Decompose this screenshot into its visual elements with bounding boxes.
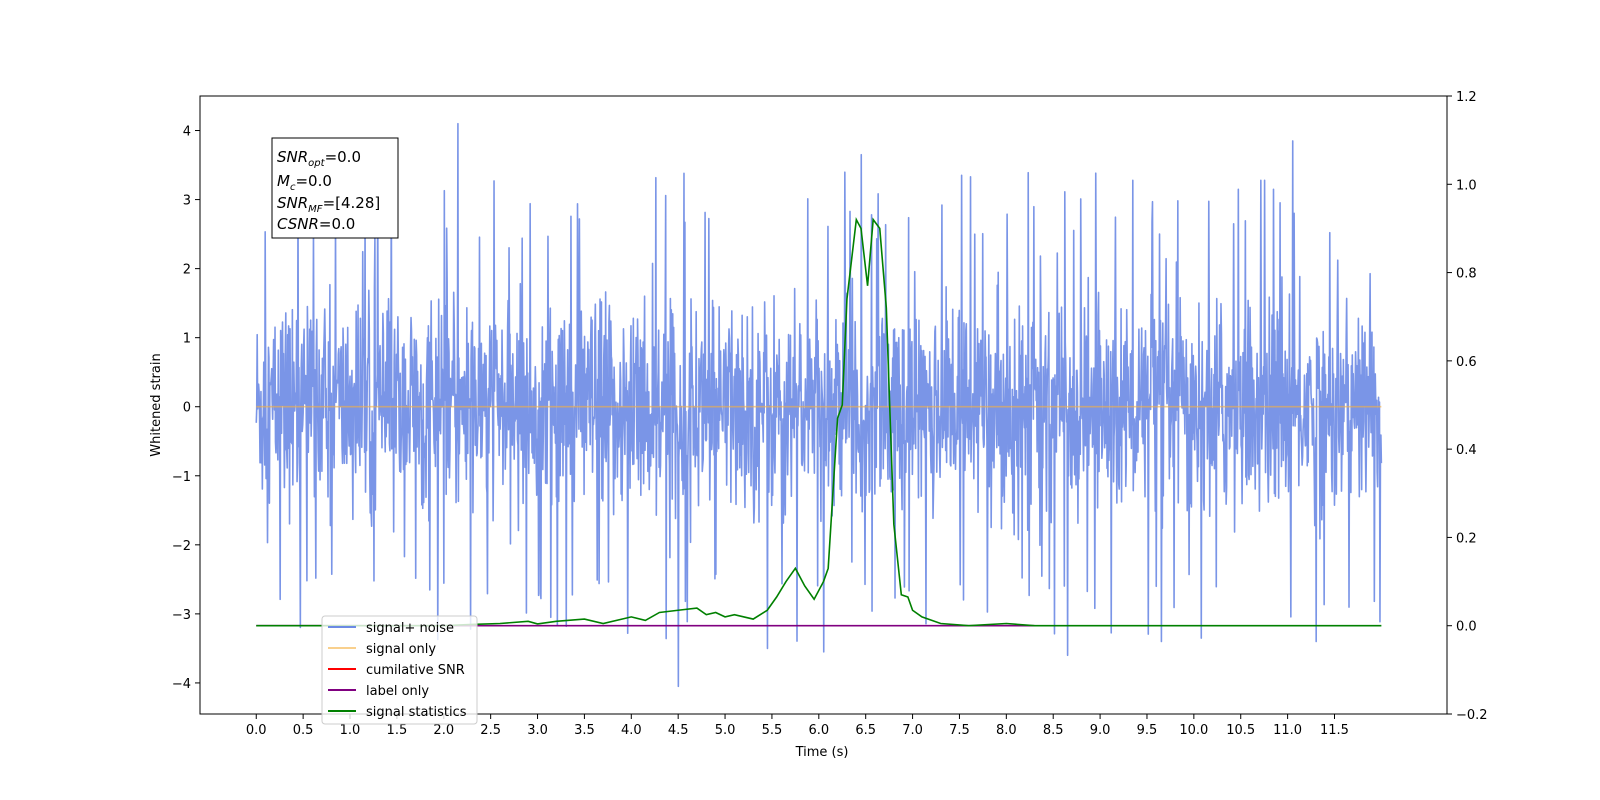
series-signal-noise <box>255 122 1383 688</box>
annotation-snr-opt: SNRopt=0.0 <box>277 148 361 169</box>
x-tick-label: 10.5 <box>1226 723 1255 738</box>
y-tick-label: −3 <box>172 608 191 623</box>
x-tick-label: 0.5 <box>293 723 314 738</box>
y2-tick-label: −0.2 <box>1456 708 1488 723</box>
y2-tick-label: 1.2 <box>1456 90 1477 105</box>
legend-label-label-only: label only <box>366 684 429 699</box>
x-tick-label: 5.5 <box>762 723 783 738</box>
y-tick-label: 3 <box>183 194 191 209</box>
legend-label-signal-noise: signal+ noise <box>366 621 454 636</box>
y2-tick-label: 0.0 <box>1456 620 1477 635</box>
y-tick-label: −2 <box>172 539 191 554</box>
line-signal-statistics <box>256 216 1382 627</box>
annotation-csnr: CSNR=0.0 <box>277 215 355 233</box>
legend-box <box>321 615 478 725</box>
x-tick-label: 6.0 <box>808 723 829 738</box>
y-axis-right: 1.2 1.0 0.8 0.6 0.4 0.2 0.0 −0.2 <box>1447 90 1488 723</box>
y2-tick-label: 0.4 <box>1456 443 1477 458</box>
x-tick-label: 7.5 <box>949 723 970 738</box>
series-signal-statistics <box>256 216 1382 627</box>
x-tick-label: 9.5 <box>1137 723 1158 738</box>
y-axis-left: 4 3 2 1 0 −1 −2 −3 −4 <box>172 125 200 692</box>
x-tick-label: 7.0 <box>902 723 923 738</box>
x-tick-label: 0.0 <box>246 723 267 738</box>
x-tick-label: 4.0 <box>621 723 642 738</box>
y-tick-label: 4 <box>183 125 191 140</box>
y2-tick-label: 0.6 <box>1456 355 1477 370</box>
plot-border <box>199 95 1448 715</box>
y-tick-label: 1 <box>183 332 191 347</box>
x-tick-label: 2.5 <box>480 723 501 738</box>
legend-label-signal-only: signal only <box>366 642 436 657</box>
x-axis: 0.0 0.5 1.0 1.5 2.0 2.5 3.0 3.5 4.0 4.5 5.0 5.5 6.0 6… <box>246 714 1349 738</box>
legend-label-signal-statistics: signal statistics <box>366 705 467 720</box>
x-tick-label: 4.5 <box>668 723 689 738</box>
x-tick-label: 6.5 <box>855 723 876 738</box>
x-tick-label: 8.0 <box>996 723 1017 738</box>
x-axis-label: Time (s) <box>795 745 849 760</box>
x-tick-label: 11.5 <box>1320 723 1349 738</box>
x-tick-label: 1.5 <box>387 723 408 738</box>
line-signal-noise <box>255 122 1383 688</box>
x-tick-label: 3.5 <box>574 723 595 738</box>
x-tick-label: 11.0 <box>1273 723 1302 738</box>
x-tick-label: 8.5 <box>1043 723 1064 738</box>
y-tick-label: −1 <box>172 470 191 485</box>
legend: signal+ noise signal only cumilative SNR… <box>321 615 478 725</box>
x-tick-label: 10.0 <box>1179 723 1208 738</box>
legend-label-cumilative-snr: cumilative SNR <box>366 663 465 678</box>
y2-tick-label: 1.0 <box>1456 178 1477 193</box>
x-tick-label: 9.0 <box>1090 723 1111 738</box>
x-tick-label: 2.0 <box>433 723 454 738</box>
y-tick-label: 2 <box>183 263 191 278</box>
x-tick-label: 5.0 <box>715 723 736 738</box>
y2-tick-label: 0.2 <box>1456 531 1477 546</box>
x-tick-label: 1.0 <box>340 723 361 738</box>
x-tick-label: 3.0 <box>527 723 548 738</box>
annotation-snr-mf: SNRMF=[4.28] <box>277 194 380 215</box>
y-tick-label: −4 <box>172 677 191 692</box>
y-axis-label: Whitened strain <box>149 353 164 456</box>
y-tick-label: 0 <box>183 401 191 416</box>
annotation-mc: Mc=0.0 <box>277 172 332 193</box>
annotation-box: SNRopt=0.0 Mc=0.0 SNRMF=[4.28] CSNR=0.0 <box>271 137 399 239</box>
y2-tick-label: 0.8 <box>1456 267 1477 282</box>
